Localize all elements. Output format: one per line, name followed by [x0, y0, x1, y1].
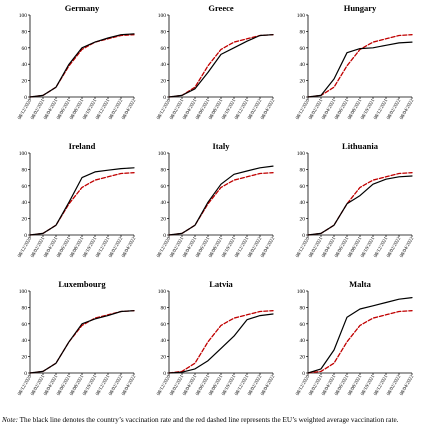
chart-title: Greece	[208, 3, 234, 13]
y-tick-label: 0	[302, 233, 305, 239]
eu-average-line	[307, 310, 413, 374]
y-tick-label: 0	[163, 371, 166, 377]
y-tick-label: 20	[161, 217, 167, 223]
chart-title: Luxembourg	[58, 279, 106, 289]
eu-average-line	[29, 310, 135, 374]
chart-title: Lithuania	[342, 141, 379, 151]
y-tick-label: 20	[300, 217, 306, 223]
figure-note: Note: The black line denotes the country…	[2, 416, 420, 425]
chart-ireland: Ireland02040608010008/12/202008/02/20210…	[18, 141, 138, 259]
chart-title: Malta	[349, 279, 371, 289]
country-line	[168, 34, 274, 98]
eu-average-line	[168, 172, 274, 236]
y-tick-label: 40	[161, 200, 167, 206]
y-tick-label: 0	[24, 233, 27, 239]
country-line	[168, 165, 274, 236]
y-tick-label: 60	[300, 322, 306, 328]
y-tick-label: 20	[22, 79, 28, 85]
y-tick-label: 80	[161, 305, 167, 311]
chart-greece: Greece02040608010008/12/202008/02/202108…	[157, 3, 277, 121]
eu-average-line	[168, 34, 274, 98]
country-line	[168, 313, 274, 374]
y-tick-label: 60	[161, 184, 167, 190]
note-text: The black line denotes the country’s vac…	[19, 416, 399, 424]
y-tick-label: 40	[300, 200, 306, 206]
y-tick-label: 20	[300, 79, 306, 85]
y-tick-label: 80	[300, 29, 306, 35]
country-line	[29, 33, 135, 98]
eu-average-line	[168, 310, 274, 374]
chart-hungary: Hungary02040608010008/12/202008/02/20210…	[296, 3, 416, 121]
chart-latvia: Latvia02040608010008/12/202008/02/202108…	[157, 279, 277, 397]
chart-title: Italy	[213, 141, 231, 151]
y-tick-label: 40	[300, 62, 306, 68]
eu-average-line	[307, 34, 413, 98]
eu-average-line	[29, 172, 135, 236]
y-tick-label: 100	[297, 13, 306, 19]
country-line	[307, 175, 413, 236]
y-tick-label: 20	[22, 217, 28, 223]
y-tick-label: 0	[24, 371, 27, 377]
y-tick-label: 60	[300, 46, 306, 52]
chart-luxembourg: Luxembourg02040608010008/12/202008/02/20…	[18, 279, 138, 397]
y-tick-label: 40	[161, 338, 167, 344]
country-line	[307, 41, 413, 98]
y-tick-label: 60	[22, 322, 28, 328]
y-tick-label: 40	[22, 200, 28, 206]
y-tick-label: 100	[19, 151, 28, 157]
y-tick-label: 80	[161, 167, 167, 173]
y-tick-label: 100	[158, 151, 167, 157]
y-tick-label: 80	[300, 167, 306, 173]
y-tick-label: 0	[163, 233, 166, 239]
chart-grid: Germany02040608010008/12/202008/02/20210…	[18, 3, 416, 397]
country-line	[307, 297, 413, 374]
y-tick-label: 100	[158, 289, 167, 295]
y-tick-label: 0	[163, 95, 166, 101]
eu-average-line	[307, 172, 413, 236]
y-tick-label: 20	[300, 355, 306, 361]
y-tick-label: 0	[24, 95, 27, 101]
country-line	[29, 167, 135, 236]
y-tick-label: 60	[300, 184, 306, 190]
y-tick-label: 40	[300, 338, 306, 344]
y-tick-label: 60	[22, 46, 28, 52]
y-tick-label: 0	[302, 371, 305, 377]
country-line	[29, 310, 135, 374]
y-tick-label: 80	[300, 305, 306, 311]
chart-lithuania: Lithuania02040608010008/12/202008/02/202…	[296, 141, 416, 259]
chart-title: Ireland	[69, 141, 96, 151]
y-tick-label: 80	[22, 29, 28, 35]
y-tick-label: 20	[161, 79, 167, 85]
y-tick-label: 0	[302, 95, 305, 101]
chart-germany: Germany02040608010008/12/202008/02/20210…	[18, 3, 138, 121]
y-tick-label: 80	[22, 305, 28, 311]
y-tick-label: 100	[19, 289, 28, 295]
y-tick-label: 40	[22, 62, 28, 68]
chart-title: Hungary	[344, 3, 377, 13]
eu-average-line	[29, 34, 135, 98]
y-tick-label: 80	[22, 167, 28, 173]
y-tick-label: 60	[161, 322, 167, 328]
y-tick-label: 100	[19, 13, 28, 19]
y-tick-label: 60	[22, 184, 28, 190]
y-tick-label: 80	[161, 29, 167, 35]
note-label: Note:	[2, 416, 18, 424]
y-tick-label: 100	[158, 13, 167, 19]
chart-italy: Italy02040608010008/12/202008/02/202108/…	[157, 141, 277, 259]
y-tick-label: 40	[161, 62, 167, 68]
y-tick-label: 100	[297, 289, 306, 295]
chart-malta: Malta02040608010008/12/202008/02/202108/…	[296, 279, 416, 397]
y-tick-label: 100	[297, 151, 306, 157]
y-tick-label: 60	[161, 46, 167, 52]
y-tick-label: 20	[161, 355, 167, 361]
chart-title: Germany	[65, 3, 100, 13]
y-tick-label: 40	[22, 338, 28, 344]
y-tick-label: 20	[22, 355, 28, 361]
chart-title: Latvia	[209, 279, 233, 289]
